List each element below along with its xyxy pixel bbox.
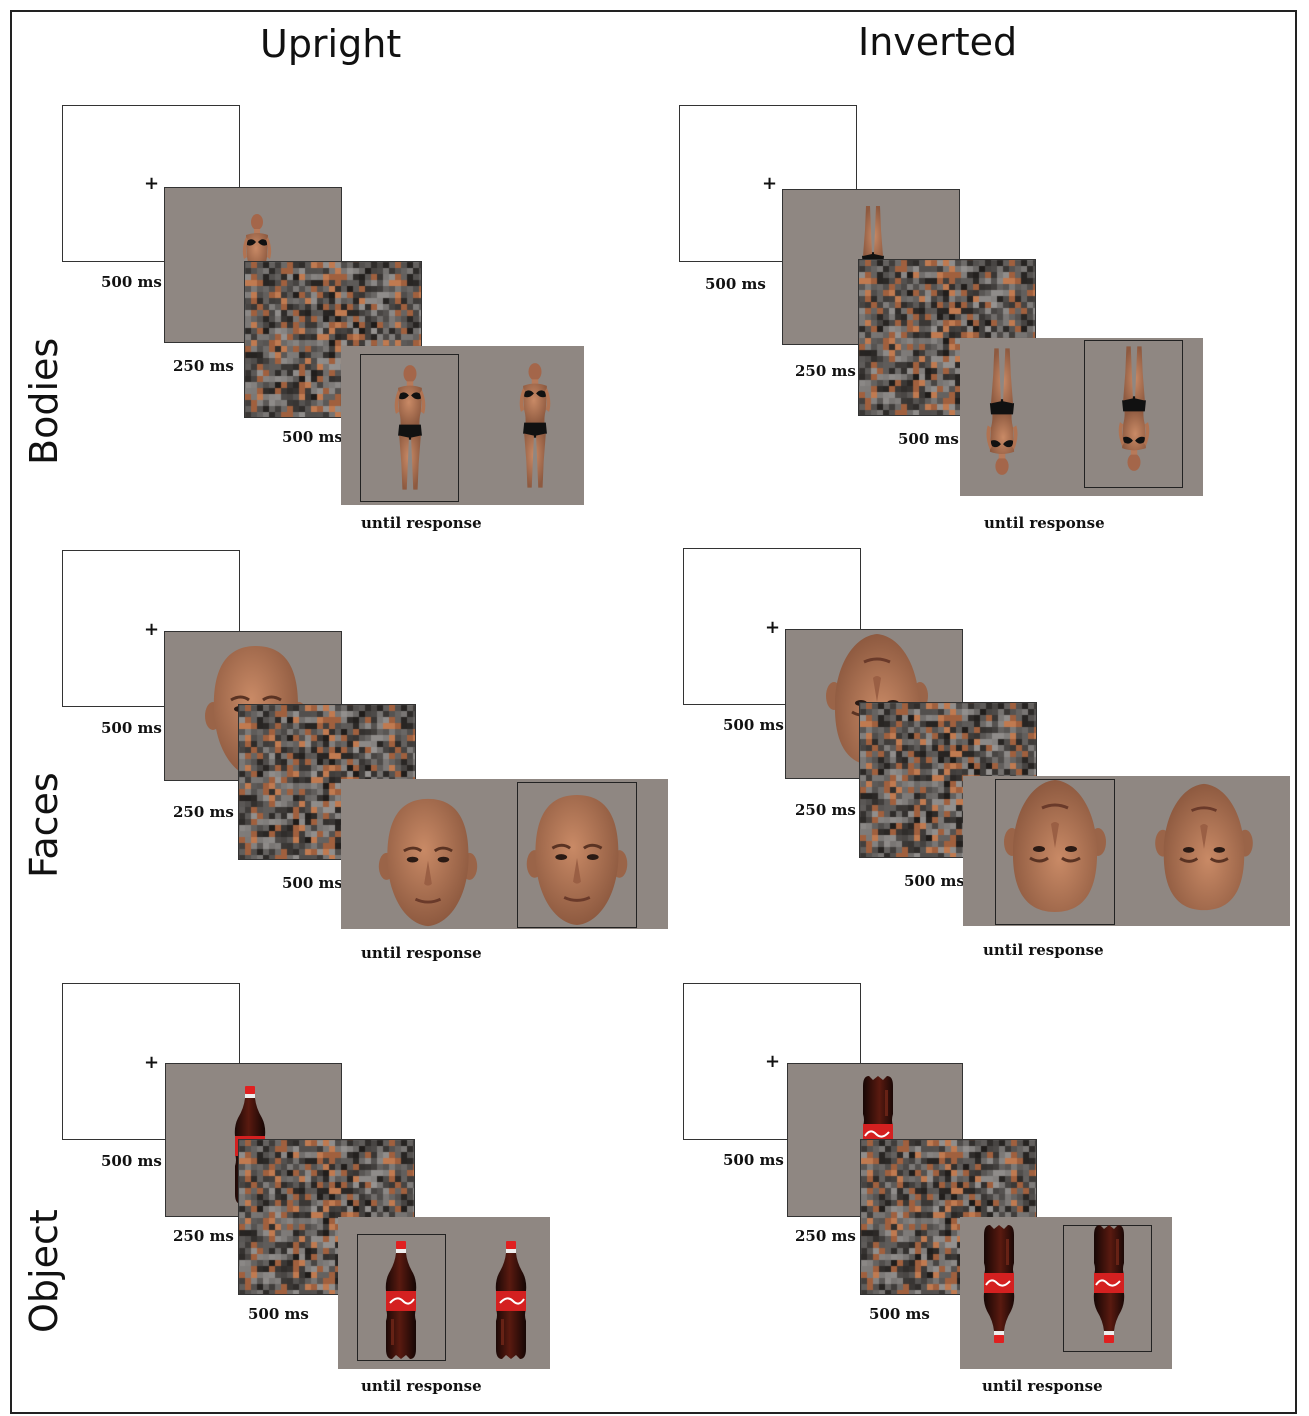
selection-frame [1084, 340, 1183, 488]
row-title-object: Object [22, 1209, 66, 1333]
column-title-upright: Upright [260, 22, 402, 66]
row-title-faces: Faces [22, 772, 66, 878]
face-icon [373, 795, 483, 929]
response-screen [960, 338, 1203, 496]
timing-label-mask: 500 ms [898, 430, 959, 448]
timing-label-stimulus: 250 ms [795, 362, 856, 380]
timing-label-response: until response [984, 514, 1105, 532]
timing-label-fixation: 500 ms [723, 1151, 784, 1169]
cola-bottle-icon [492, 1241, 530, 1361]
body-figure-icon [1112, 342, 1156, 472]
timing-label-fixation: 500 ms [101, 719, 162, 737]
fixation-screen [62, 983, 240, 1140]
timing-label-fixation: 500 ms [705, 275, 766, 293]
timing-label-response: until response [361, 944, 482, 962]
selection-frame [357, 1234, 446, 1361]
timing-label-mask: 500 ms [282, 874, 343, 892]
face-icon [1000, 776, 1110, 916]
timing-label-stimulus: 250 ms [173, 1227, 234, 1245]
column-title-inverted: Inverted [858, 20, 1018, 64]
response-screen [338, 1217, 550, 1369]
row-title-bodies: Bodies [22, 337, 66, 465]
timing-label-stimulus: 250 ms [795, 1227, 856, 1245]
fixation-cross: + [144, 619, 160, 640]
fixation-cross: + [765, 617, 781, 638]
fixation-cross: + [762, 173, 778, 194]
body-figure-icon [388, 364, 432, 494]
fixation-cross: + [144, 1052, 160, 1073]
timing-label-mask: 500 ms [869, 1305, 930, 1323]
response-screen [963, 776, 1290, 926]
timing-label-stimulus: 250 ms [173, 357, 234, 375]
timing-label-response: until response [361, 514, 482, 532]
timing-label-fixation: 500 ms [723, 716, 784, 734]
timing-label-mask: 500 ms [248, 1305, 309, 1323]
body-figure-icon [980, 342, 1024, 478]
selection-frame [995, 779, 1115, 925]
timing-label-fixation: 500 ms [101, 1152, 162, 1170]
cola-bottle-icon [1090, 1223, 1128, 1343]
timing-label-fixation: 500 ms [101, 273, 162, 291]
fixation-cross: + [765, 1051, 781, 1072]
selection-frame [517, 782, 637, 928]
response-screen [341, 346, 584, 505]
timing-label-response: until response [982, 1377, 1103, 1395]
timing-label-mask: 500 ms [904, 872, 965, 890]
face-icon [522, 791, 632, 929]
timing-label-response: until response [361, 1377, 482, 1395]
timing-label-mask: 500 ms [282, 428, 343, 446]
body-figure-icon [513, 362, 557, 492]
selection-frame [1063, 1225, 1152, 1352]
figure-frame [10, 10, 1297, 1414]
selection-frame [360, 354, 459, 502]
face-icon [1149, 780, 1259, 914]
cola-bottle-icon [980, 1223, 1018, 1343]
response-screen [341, 779, 668, 929]
fixation-cross: + [144, 173, 160, 194]
timing-label-response: until response [983, 941, 1104, 959]
response-screen [960, 1217, 1172, 1369]
timing-label-stimulus: 250 ms [795, 801, 856, 819]
cola-bottle-icon [382, 1241, 420, 1361]
timing-label-stimulus: 250 ms [173, 803, 234, 821]
